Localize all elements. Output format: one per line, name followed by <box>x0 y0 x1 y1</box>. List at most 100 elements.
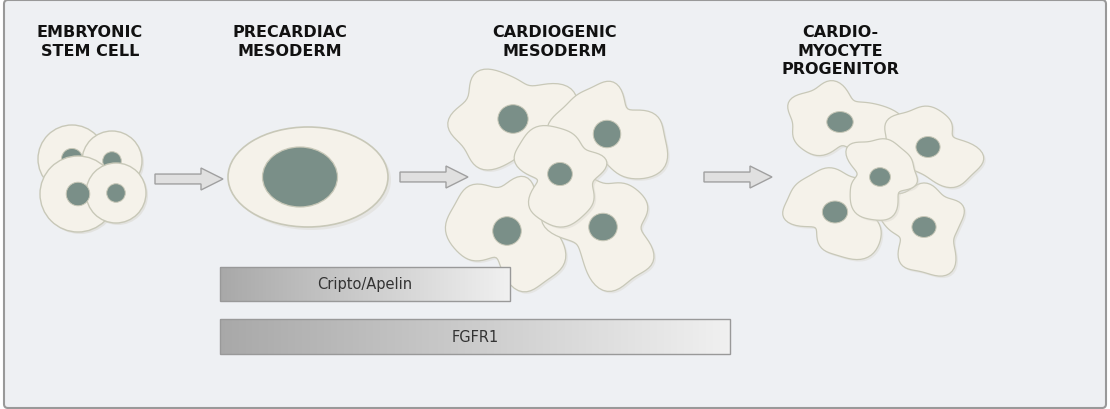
Bar <box>395 319 396 354</box>
Bar <box>613 319 615 354</box>
Bar <box>610 319 613 354</box>
Bar <box>466 319 468 354</box>
Bar <box>657 319 658 354</box>
Bar <box>316 319 319 354</box>
Bar <box>597 319 599 354</box>
Bar <box>239 319 241 354</box>
Bar <box>618 319 619 354</box>
Bar <box>329 319 331 354</box>
Polygon shape <box>846 139 918 221</box>
Bar <box>431 319 433 354</box>
Bar <box>542 319 543 354</box>
Polygon shape <box>445 177 566 292</box>
Bar <box>433 319 434 354</box>
Bar <box>327 319 329 354</box>
Bar <box>693 319 694 354</box>
Bar <box>313 319 315 354</box>
Polygon shape <box>880 109 986 190</box>
Bar <box>553 319 555 354</box>
Bar <box>262 319 264 354</box>
Bar <box>422 319 424 354</box>
Bar <box>351 319 353 354</box>
Bar <box>324 319 325 354</box>
Bar <box>309 319 310 354</box>
Bar <box>552 319 553 354</box>
Ellipse shape <box>823 202 848 223</box>
Bar <box>303 319 305 354</box>
Bar <box>607 319 609 354</box>
Ellipse shape <box>82 132 142 191</box>
Bar <box>350 319 351 354</box>
Polygon shape <box>848 142 919 223</box>
Bar <box>574 319 575 354</box>
Bar <box>698 319 699 354</box>
Bar <box>665 319 667 354</box>
Bar <box>455 319 456 354</box>
Bar <box>719 319 722 354</box>
Bar <box>664 319 665 354</box>
Bar <box>660 319 662 354</box>
Ellipse shape <box>231 131 391 230</box>
Bar <box>594 319 596 354</box>
Bar <box>484 319 485 354</box>
Bar <box>361 319 363 354</box>
Bar <box>706 319 708 354</box>
Bar <box>501 319 502 354</box>
Bar <box>728 319 730 354</box>
Bar <box>295 319 296 354</box>
Bar <box>658 319 660 354</box>
Bar <box>626 319 628 354</box>
Ellipse shape <box>827 112 854 133</box>
Bar <box>674 319 676 354</box>
Bar <box>443 319 444 354</box>
Bar <box>539 319 542 354</box>
Polygon shape <box>789 83 907 158</box>
Bar <box>366 319 367 354</box>
Bar <box>450 319 451 354</box>
FancyArrow shape <box>400 166 468 189</box>
Bar <box>372 319 373 354</box>
Bar <box>619 319 622 354</box>
Ellipse shape <box>916 137 940 158</box>
Ellipse shape <box>547 163 573 186</box>
Bar <box>300 319 302 354</box>
Bar <box>504 319 505 354</box>
Bar <box>558 319 561 354</box>
Bar <box>644 319 645 354</box>
Bar <box>244 319 245 354</box>
Bar <box>683 319 684 354</box>
Bar <box>543 319 545 354</box>
Bar <box>335 319 337 354</box>
Bar <box>531 319 533 354</box>
Bar <box>339 319 341 354</box>
Bar <box>680 319 683 354</box>
Bar <box>502 319 504 354</box>
Bar <box>561 319 562 354</box>
Bar <box>437 319 440 354</box>
Bar <box>245 319 248 354</box>
Ellipse shape <box>107 184 125 203</box>
Polygon shape <box>447 179 568 294</box>
Bar <box>414 319 415 354</box>
Bar <box>703 319 705 354</box>
Bar <box>447 319 450 354</box>
Bar <box>601 319 603 354</box>
Bar <box>249 319 251 354</box>
Polygon shape <box>447 70 583 171</box>
Bar <box>708 319 709 354</box>
Bar <box>699 319 702 354</box>
Bar <box>669 319 670 354</box>
Text: PRECARDIAC
MESODERM: PRECARDIAC MESODERM <box>233 25 347 58</box>
Bar <box>642 319 644 354</box>
Bar <box>241 319 242 354</box>
Bar <box>332 319 334 354</box>
Bar <box>373 319 375 354</box>
Bar <box>696 319 698 354</box>
Bar <box>679 319 680 354</box>
Bar <box>514 319 516 354</box>
Bar <box>548 319 549 354</box>
Bar <box>430 319 431 354</box>
Bar <box>367 319 370 354</box>
Bar <box>451 319 453 354</box>
Bar <box>254 319 255 354</box>
